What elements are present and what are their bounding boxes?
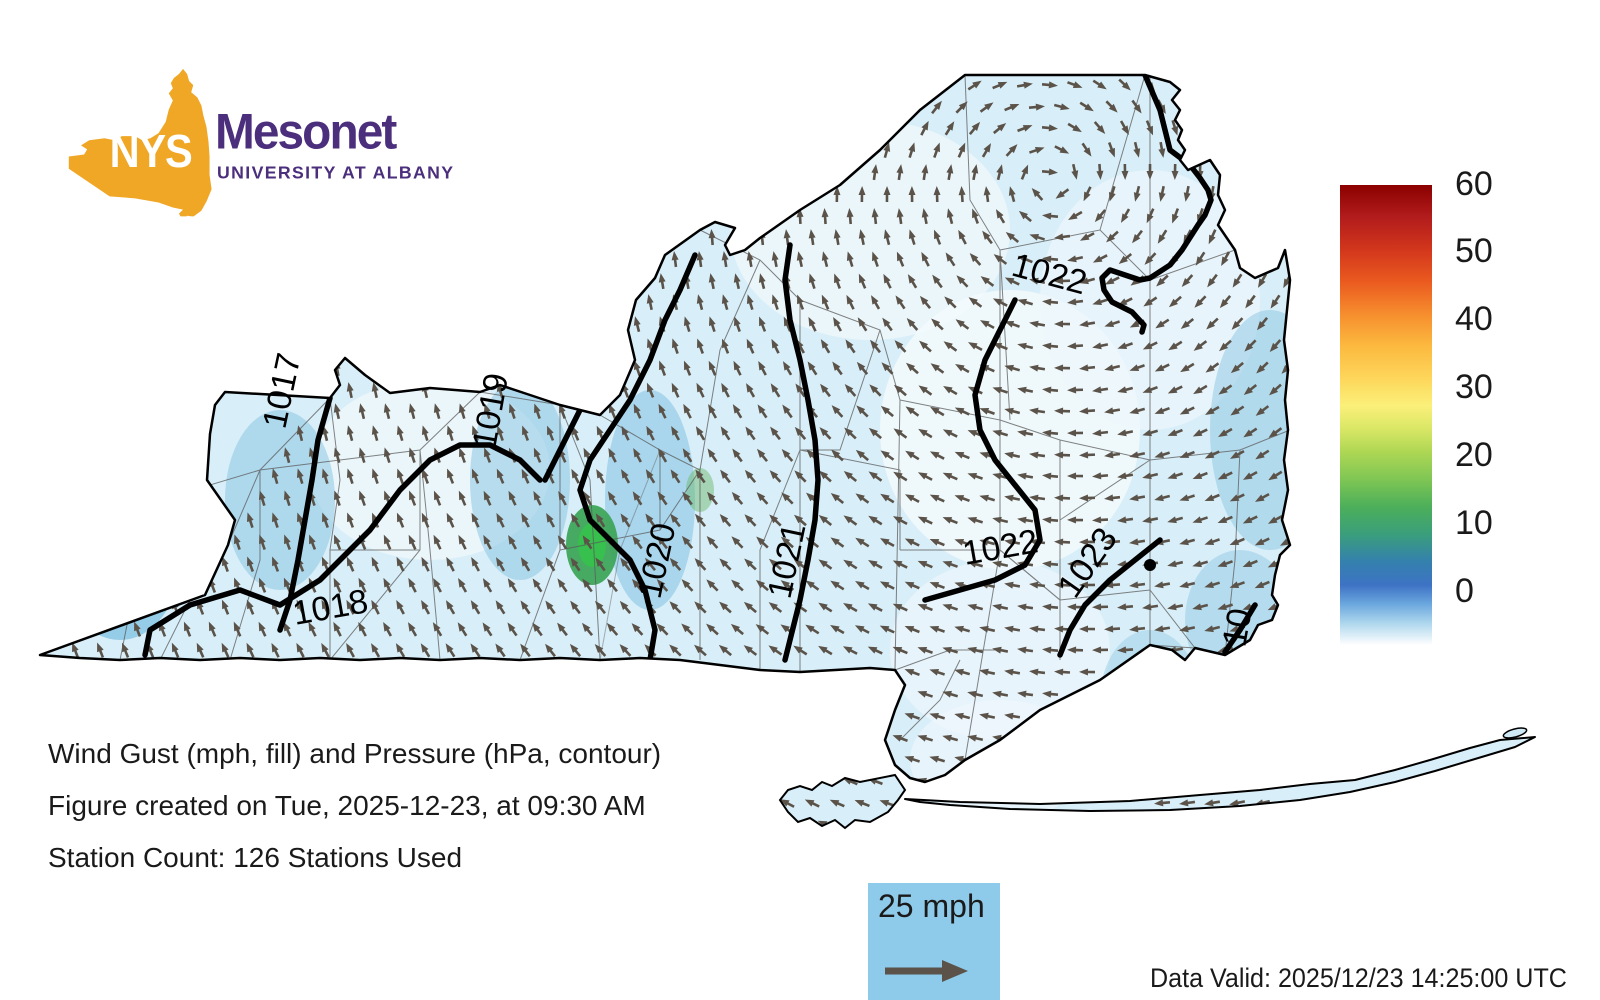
svg-text:10: 10 [1215,606,1259,650]
